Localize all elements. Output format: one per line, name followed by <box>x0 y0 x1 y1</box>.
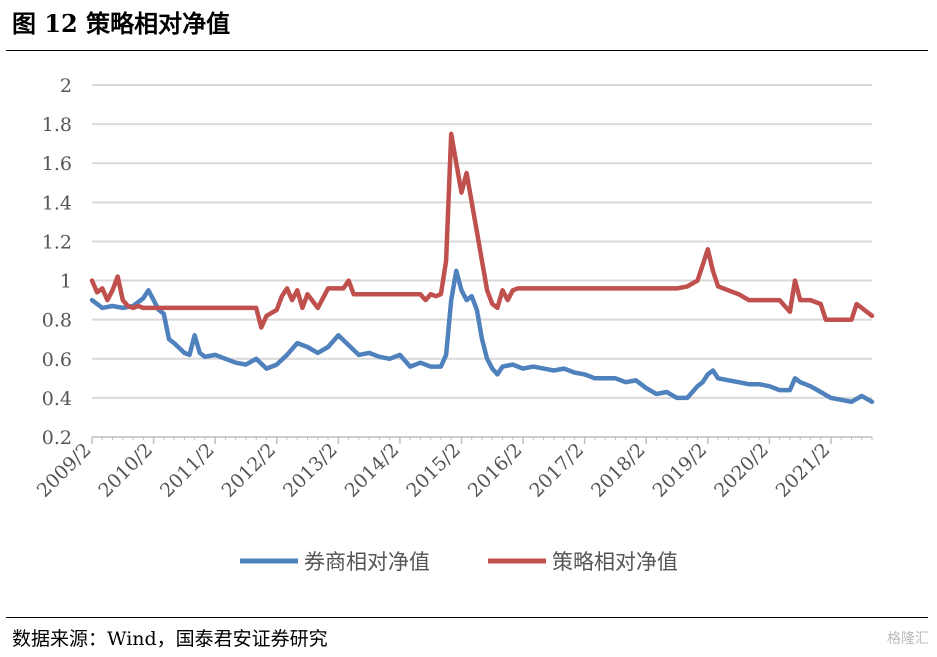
x-tick-label: 2012/2 <box>217 439 280 502</box>
y-tick-label: 2 <box>60 75 72 97</box>
series-line <box>89 268 875 405</box>
x-tick-label: 2011/2 <box>156 439 219 502</box>
legend-entry: 券商相对净值 <box>304 550 430 574</box>
y-tick-label: 1 <box>60 271 72 293</box>
y-tick-label: 0.8 <box>42 310 72 332</box>
x-tick-label: 2014/2 <box>341 439 404 502</box>
y-tick-label: 1.4 <box>42 192 72 214</box>
y-tick-label: 0.4 <box>42 388 72 410</box>
y-axis: 0.2 0.4 0.6 0.8 1 1.2 1.4 1.6 1.8 2 <box>42 75 72 449</box>
x-tick-label: 2010/2 <box>94 439 157 502</box>
series-lines <box>89 131 875 405</box>
bottom-rule <box>6 617 928 618</box>
series-line <box>89 131 875 330</box>
x-tick-label: 2020/2 <box>710 439 773 502</box>
y-tick-label: 1.8 <box>42 114 72 136</box>
x-tick-label: 2015/2 <box>402 439 465 502</box>
x-tick-label: 2013/2 <box>279 439 342 502</box>
x-tick-label: 2016/2 <box>464 439 527 502</box>
legend-entry: 策略相对净值 <box>552 550 678 574</box>
figure-title: 图 12 策略相对净值 <box>12 9 231 38</box>
y-tick-label: 0.2 <box>42 427 72 449</box>
x-axis: 2009/22010/22011/22012/22013/22014/22015… <box>33 436 873 502</box>
legend: 券商相对净值 策略相对净值 <box>240 550 678 574</box>
x-tick-label: 2021/2 <box>772 439 835 502</box>
gridlines <box>92 84 872 399</box>
line-chart: 0.2 0.4 0.6 0.8 1 1.2 1.4 1.6 1.8 2 2009/22010/22… <box>33 75 875 574</box>
x-tick-label: 2018/2 <box>587 439 650 502</box>
top-rule <box>6 50 928 51</box>
x-tick-label: 2017/2 <box>525 439 588 502</box>
y-tick-label: 1.6 <box>42 153 72 175</box>
watermark-logo: 格隆汇 <box>887 631 929 647</box>
y-tick-label: 1.2 <box>42 231 72 253</box>
y-tick-label: 0.6 <box>42 349 72 371</box>
x-tick-label: 2019/2 <box>649 439 712 502</box>
source-note: 数据来源：Wind，国泰君安证券研究 <box>12 628 328 650</box>
